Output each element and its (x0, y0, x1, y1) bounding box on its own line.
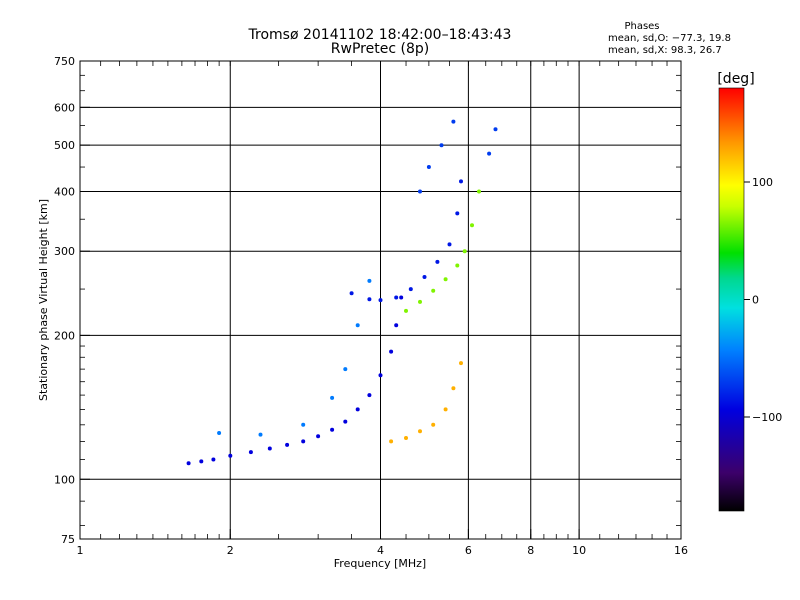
data-point (389, 349, 394, 354)
stats-x-mode: mean, sd,X: 98.3, 26.7 (608, 45, 722, 56)
data-point (408, 287, 413, 292)
data-point (330, 427, 335, 432)
y-tick-label: 300 (54, 245, 75, 258)
y-tick-label: 100 (54, 473, 75, 486)
data-point (355, 323, 360, 328)
data-point (455, 211, 460, 216)
data-point (435, 259, 440, 264)
chart-subtitle: RwPretec (8p) (331, 41, 429, 57)
stats-heading: Phases (624, 21, 659, 32)
y-tick-label: 200 (54, 329, 75, 342)
y-tick-label: 600 (54, 101, 75, 114)
colorbar-tick-label: −100 (752, 411, 782, 424)
y-tick-label: 500 (54, 139, 75, 152)
data-point (451, 386, 456, 391)
x-tick-label: 8 (527, 544, 534, 557)
data-point (404, 436, 408, 440)
data-point (378, 373, 383, 378)
data-point (389, 439, 394, 444)
data-point (378, 298, 383, 303)
data-point (443, 407, 448, 412)
plot-area: 1 2 4 6 8 10 16 75 100 200 300 400 500 600 750 (54, 55, 688, 557)
data-point (343, 419, 348, 424)
colorbar-tick-label: 0 (752, 294, 759, 307)
data-point (451, 119, 456, 124)
x-tick-label: 10 (572, 544, 586, 557)
data-point (418, 429, 422, 434)
data-point (211, 457, 216, 462)
data-point (316, 434, 321, 439)
x-axis-label: Frequency [MHz] (334, 557, 426, 570)
y-axis-label: Stationary phase Virtual Height [km] (37, 199, 50, 401)
data-point (418, 189, 422, 194)
data-point (462, 249, 467, 254)
data-point (267, 446, 272, 451)
chart-title: Tromsø 20141102 18:42:00–18:43:43 (248, 27, 512, 43)
data-point (394, 295, 399, 300)
data-point (355, 407, 360, 412)
x-tick-label: 16 (674, 544, 688, 557)
data-point (394, 323, 399, 328)
data-point (447, 242, 452, 247)
stats-o-mode: mean, sd,O: −77.3, 19.8 (608, 33, 731, 44)
data-point (439, 143, 444, 148)
data-points (186, 119, 498, 466)
data-point (199, 459, 204, 464)
data-point (418, 299, 422, 304)
x-tick-label: 6 (465, 544, 472, 557)
data-point (367, 393, 372, 398)
x-tick-label: 1 (77, 544, 84, 557)
data-point (459, 361, 463, 366)
y-tick-label: 400 (54, 185, 75, 198)
x-tick-label: 2 (227, 544, 234, 557)
data-point (330, 395, 335, 400)
data-point (367, 297, 372, 302)
colorbar-scale (718, 87, 745, 512)
data-point (399, 295, 404, 300)
data-point (493, 127, 498, 132)
data-point (258, 432, 263, 437)
data-point (470, 223, 474, 228)
data-point (443, 277, 448, 282)
data-point (186, 461, 191, 466)
data-point (248, 450, 253, 455)
x-tick-label: 4 (377, 544, 384, 557)
data-point (301, 422, 306, 427)
data-point (349, 291, 354, 296)
data-point (343, 367, 348, 372)
data-point (431, 288, 436, 293)
data-point (217, 431, 222, 435)
data-point (455, 263, 460, 268)
colorbar-tick-label: 100 (752, 176, 773, 189)
data-point (301, 439, 306, 444)
colorbar: [deg] −100 0 100 (717, 71, 782, 512)
y-tick-label: 75 (61, 533, 75, 546)
data-point (487, 151, 492, 156)
colorbar-label: [deg] (717, 71, 754, 87)
data-point (285, 442, 290, 447)
data-point (426, 165, 431, 169)
data-point (367, 278, 372, 283)
axis-ticks: 1 2 4 6 8 10 16 75 100 200 300 400 500 600 750 (54, 55, 688, 557)
data-point (228, 453, 233, 458)
data-point (422, 275, 427, 279)
data-point (431, 422, 436, 427)
y-tick-label: 750 (54, 55, 75, 68)
data-point (404, 308, 408, 313)
data-point (477, 189, 481, 194)
data-point (459, 179, 463, 184)
colorbar-ticks: −100 0 100 (744, 176, 782, 424)
